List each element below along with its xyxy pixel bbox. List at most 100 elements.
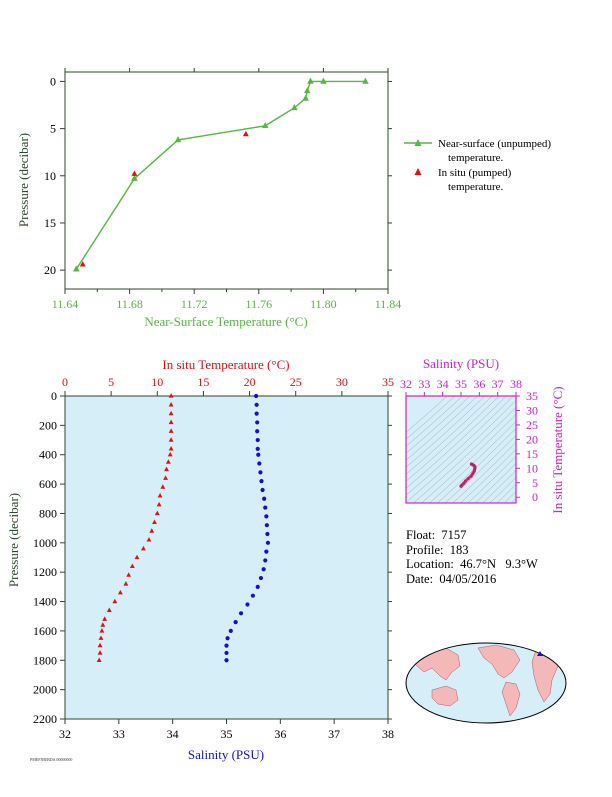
salinity-tick-label: 34: [167, 727, 179, 741]
near-surface-plot-frame: [64, 71, 389, 290]
near-surface-series-line: [75, 80, 366, 270]
salinity-point: [224, 658, 229, 663]
pressure-tick-label: 1000: [33, 536, 57, 550]
map-outline: [405, 642, 567, 724]
temperature-point: [168, 437, 174, 442]
salinity-point: [250, 593, 255, 598]
date-text: Date: 04/05/2016: [406, 571, 497, 586]
profile-top-axis-label: In situ Temperature (°C): [162, 357, 289, 372]
temperature-point: [146, 537, 152, 542]
salinity-point: [259, 479, 264, 484]
salinity-point: [224, 650, 229, 656]
legend-near-surface-marker: [414, 139, 422, 146]
profile-y-axis-label: Pressure (decibar): [6, 493, 21, 587]
y-tick-label: 10: [44, 169, 56, 183]
near-surface-point: [261, 121, 269, 129]
float-info-panel: Float: 7157 Profile: 183 Location: 46.7°…: [406, 528, 538, 586]
ts-salinity-tick-label: 34: [437, 377, 449, 391]
density-contour: [406, 396, 493, 475]
temperature-point: [152, 519, 157, 524]
ts-temperature-tick-label: 25: [526, 418, 538, 432]
ts-temperature-tick-label: 30: [526, 403, 538, 417]
legend-in-situ-label: In situ (pumped): [438, 167, 512, 179]
y-tick-label: 5: [50, 122, 56, 136]
density-contour: [421, 414, 516, 503]
temperature-point: [117, 589, 123, 595]
density-contour: [406, 396, 471, 454]
salinity-point: [233, 620, 238, 625]
ts-point: [469, 462, 474, 466]
salinity-point: [256, 452, 261, 457]
pressure-tick-label: 1800: [33, 653, 57, 667]
temperature-point: [156, 501, 162, 507]
temperature-point: [167, 451, 173, 457]
density-contour: [406, 396, 507, 489]
salinity-point: [224, 643, 229, 648]
temperature-point: [97, 650, 103, 655]
near-surface-point: [320, 77, 327, 84]
near-surface-point: [131, 174, 138, 181]
temperature-tick-label: 25: [290, 375, 302, 389]
salinity-point: [228, 628, 233, 634]
ts-salinity-tick-label: 35: [455, 377, 467, 391]
salinity-point: [255, 437, 260, 443]
salinity-point: [262, 496, 267, 501]
temperature-point: [129, 563, 135, 568]
density-contour: [406, 396, 463, 447]
salinity-tick-label: 32: [59, 727, 71, 741]
x-tick-label: 11.84: [375, 297, 402, 311]
ts-top-axis-label: Salinity (PSU): [423, 356, 499, 371]
near-surface-point: [307, 77, 314, 84]
temperature-tick-label: 35: [382, 375, 394, 389]
temperature-point: [102, 616, 108, 621]
salinity-point: [257, 461, 262, 466]
ts-temperature-tick-label: 10: [526, 461, 538, 475]
density-contour: [406, 396, 500, 482]
in-situ-point: [131, 170, 138, 176]
near-surface-chart: 11.64 11.68 11.72 11.76 11.80 11.84 0 5 10 15 20 N…: [16, 68, 401, 329]
near-surface-point: [302, 94, 309, 101]
profile-chart: 32 33 34 35 36 37 38 0 5 10 15 20 25 30 35 0 200 400 600 80…: [6, 357, 394, 762]
salinity-point: [255, 584, 260, 589]
ts-salinity-tick-label: 36: [473, 377, 485, 391]
salinity-point: [238, 611, 244, 616]
temperature-point: [141, 545, 146, 551]
footer-tag: PMEFNB/BDA 00000000: [30, 757, 73, 762]
pressure-tick-label: 200: [39, 418, 57, 432]
legend-in-situ-marker: [414, 168, 422, 175]
salinity-point: [260, 487, 265, 493]
near-surface-point: [303, 87, 311, 94]
temperature-point: [112, 598, 118, 604]
pressure-tick-label: 400: [39, 448, 57, 462]
near-surface-point: [291, 104, 298, 111]
density-contour: [429, 421, 516, 503]
ts-temperature-tick-label: 35: [526, 389, 538, 403]
x-tick-label: 11.76: [246, 297, 273, 311]
salinity-tick-label: 35: [221, 727, 233, 741]
near-surface-point: [174, 136, 182, 143]
salinity-point: [254, 411, 259, 416]
ts-temperature-tick-label: 5: [532, 476, 538, 490]
pressure-tick-label: 800: [39, 506, 57, 520]
salinity-point: [263, 558, 268, 563]
pressure-tick-label: 2000: [33, 683, 57, 697]
temperature-tick-label: 0: [62, 375, 68, 389]
temperature-tick-label: 5: [108, 375, 114, 389]
salinity-point: [254, 402, 259, 407]
temperature-point: [100, 622, 106, 627]
near-surface-y-axis-label: Pressure (decibar): [16, 133, 31, 227]
temperature-point: [96, 657, 102, 662]
in-situ-point: [242, 130, 249, 137]
salinity-point: [264, 549, 269, 554]
salinity-tick-label: 36: [274, 727, 286, 741]
temperature-point: [126, 572, 132, 577]
world-map: [405, 642, 567, 724]
density-contour: [406, 400, 516, 503]
ts-temperature-tick-label: 0: [532, 490, 538, 504]
in-situ-point: [79, 261, 86, 267]
temperature-point: [160, 484, 166, 489]
salinity-tick-label: 38: [382, 727, 394, 741]
y-tick-label: 20: [44, 263, 56, 277]
